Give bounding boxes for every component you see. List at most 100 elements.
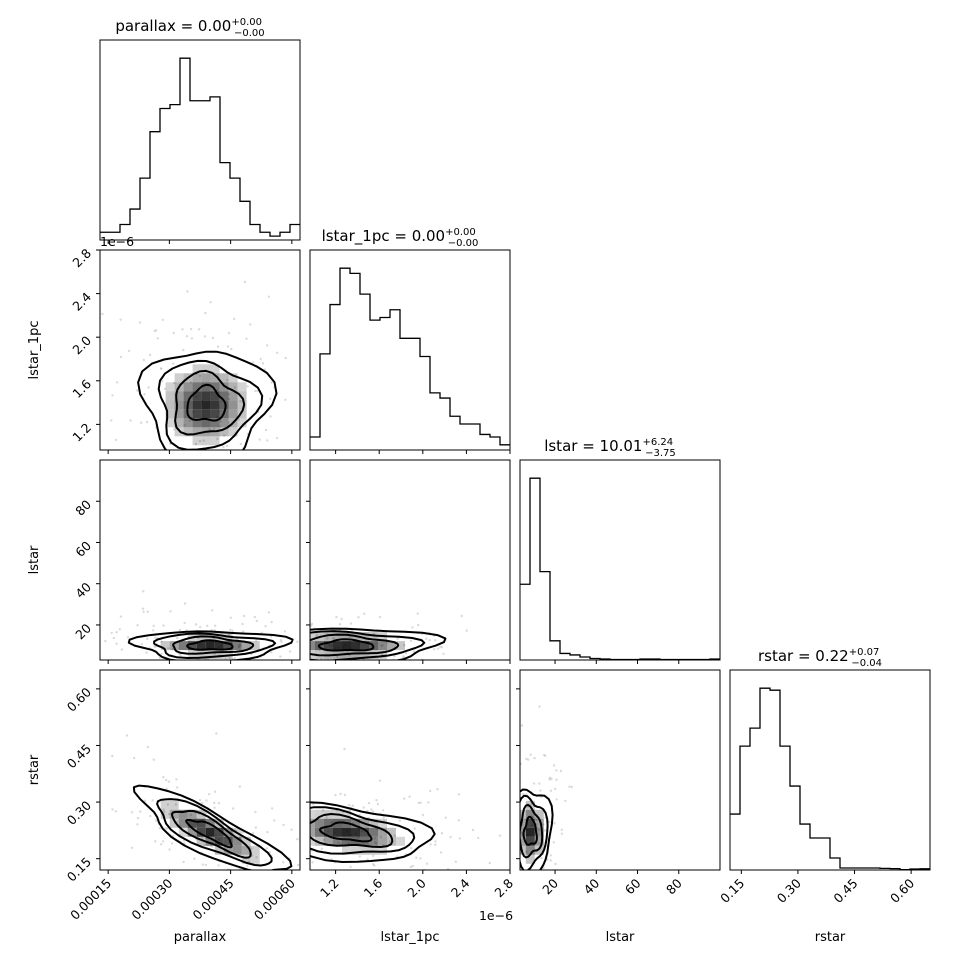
scatter-point (211, 609, 214, 612)
scatter-point (264, 428, 268, 432)
scatter-point (265, 451, 267, 453)
scatter-point (457, 819, 460, 822)
scatter-point (358, 855, 361, 858)
y-tick-label: 0.30 (64, 798, 94, 828)
density-cell (201, 382, 211, 392)
pair-panel-parallax-rstar (99, 669, 327, 871)
density-cell (525, 827, 535, 837)
scatter-point (130, 811, 134, 814)
y-tick-label: 0.15 (64, 854, 94, 884)
scatter-point (179, 653, 182, 657)
scatter-point (142, 610, 145, 613)
scatter-point (549, 859, 552, 862)
scatter-point (334, 794, 337, 797)
scatter-point (516, 844, 518, 846)
scatter-point (336, 655, 339, 658)
y-tick-label: 80 (72, 497, 94, 519)
scatter-point (262, 681, 264, 683)
scatter-point (507, 831, 509, 833)
density-cell (210, 418, 220, 428)
density-cell (165, 418, 175, 428)
scatter-point (112, 636, 116, 640)
scatter-point (261, 612, 263, 614)
scatter-point (349, 865, 352, 869)
density-cell (342, 827, 351, 837)
density-cell (178, 827, 188, 837)
hist-step-lstar_1pc (310, 267, 510, 446)
scatter-point (245, 337, 248, 340)
scatter-point (531, 882, 533, 884)
pair-panel-lstar_1pc-lstar (261, 459, 511, 684)
density-cell (310, 827, 315, 837)
scatter-point (164, 466, 166, 468)
scatter-point (185, 527, 187, 529)
scatter-point (189, 381, 193, 384)
panel-title-lstar: lstar = 10.01+6.24 −3.75 (544, 437, 676, 459)
scatter-point (284, 356, 287, 360)
density-cell (214, 845, 224, 855)
scatter-point (553, 822, 556, 825)
scatter-point (275, 809, 277, 811)
scatter-point (425, 637, 428, 640)
scatter-point (433, 648, 436, 651)
scatter-point (535, 823, 539, 826)
scatter-point (302, 848, 304, 850)
density-cell (520, 845, 526, 855)
scatter-point (366, 682, 368, 684)
scatter-point (253, 615, 256, 619)
scatter-point (517, 787, 519, 789)
scatter-point (232, 807, 235, 810)
scatter-point (172, 362, 175, 365)
scatter-point (302, 423, 304, 425)
density-cell (219, 400, 229, 410)
scatter-point (216, 437, 219, 440)
scatter-point (513, 846, 515, 848)
scatter-point (255, 856, 258, 859)
density-cell (534, 827, 544, 837)
scatter-point (554, 862, 557, 866)
density-cell (378, 836, 387, 846)
scatter-point (254, 810, 257, 814)
scatter-point (280, 640, 283, 643)
scatter-point (325, 867, 327, 869)
scatter-point (285, 461, 287, 463)
scatter-point (355, 603, 357, 605)
scatter-point (273, 795, 275, 797)
scatter-point (411, 626, 414, 629)
hist-bin (530, 478, 540, 660)
scatter-point (555, 778, 558, 781)
scatter-point (147, 386, 150, 389)
hist-bin (400, 338, 410, 450)
scatter-point (136, 389, 139, 392)
scatter-point (141, 607, 145, 610)
scatter-point (237, 418, 240, 421)
density-cell (210, 409, 220, 419)
scatter-point (214, 624, 217, 627)
density-cell (219, 418, 229, 428)
hist-bin (460, 424, 470, 450)
hist-panel-lstar: lstar = 10.01+6.24 −3.75 (519, 437, 721, 661)
scatter-point (125, 734, 129, 737)
scatter-point (504, 762, 506, 764)
scatter-point (472, 881, 474, 883)
y-axis-label-lstar: lstar (27, 545, 42, 574)
scatter-point (232, 317, 236, 321)
scatter-point (372, 810, 375, 813)
scatter-point (525, 916, 527, 918)
scatter-point (305, 670, 307, 672)
scatter-point (252, 832, 255, 835)
scatter-point (140, 421, 143, 424)
scatter-point (301, 650, 303, 652)
density-cell (315, 809, 324, 819)
scatter-point (284, 398, 287, 401)
scatter-point (176, 786, 179, 789)
scatter-point (198, 328, 201, 331)
scatter-point (241, 497, 243, 499)
scatter-point (412, 650, 416, 653)
pair-panel-parallax-lstar (99, 459, 357, 683)
hist-bin (200, 101, 210, 240)
scatter-point (201, 836, 204, 839)
scatter-point (510, 820, 512, 822)
scatter-point (267, 611, 271, 614)
